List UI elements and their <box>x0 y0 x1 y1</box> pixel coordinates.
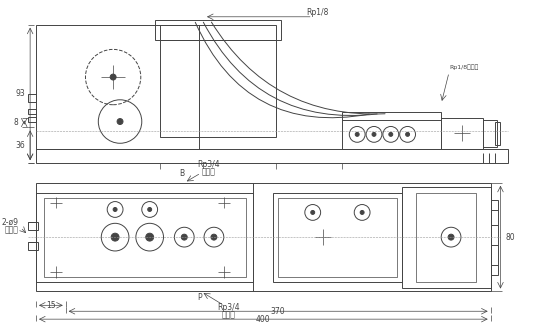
Circle shape <box>110 74 116 80</box>
Bar <box>416 193 476 282</box>
Bar <box>495 121 501 145</box>
Circle shape <box>389 132 393 136</box>
Circle shape <box>117 118 123 124</box>
Text: 15: 15 <box>46 301 56 310</box>
Text: 进油口: 进油口 <box>222 311 235 320</box>
Text: 2-ø9: 2-ø9 <box>1 218 18 227</box>
Circle shape <box>181 234 187 240</box>
Bar <box>491 200 498 275</box>
Bar <box>273 193 402 282</box>
Bar <box>36 25 199 149</box>
Bar <box>28 242 38 250</box>
Text: 出油口: 出油口 <box>202 167 216 176</box>
Text: B: B <box>180 169 185 178</box>
Text: 80: 80 <box>505 233 515 242</box>
Circle shape <box>148 208 152 212</box>
Circle shape <box>406 132 409 136</box>
Circle shape <box>113 208 117 212</box>
Bar <box>342 112 441 149</box>
Circle shape <box>111 233 119 241</box>
Text: 36: 36 <box>15 141 25 150</box>
Bar <box>36 149 508 163</box>
Circle shape <box>310 211 315 214</box>
Circle shape <box>372 132 376 136</box>
Bar <box>160 25 276 137</box>
Text: Rp3/4: Rp3/4 <box>198 160 220 168</box>
Text: 400: 400 <box>256 315 271 324</box>
Text: P: P <box>197 293 201 302</box>
Text: Rp1/8通气口: Rp1/8通气口 <box>449 65 478 70</box>
Bar <box>28 117 36 121</box>
Bar <box>36 183 491 292</box>
Bar <box>441 118 483 149</box>
Bar <box>278 198 397 277</box>
Text: 370: 370 <box>271 307 286 316</box>
Circle shape <box>146 233 154 241</box>
Text: Rp1/8: Rp1/8 <box>307 8 329 17</box>
Bar <box>28 222 38 230</box>
Bar <box>402 187 491 288</box>
Circle shape <box>355 132 359 136</box>
Bar <box>36 193 253 282</box>
Bar <box>28 94 36 102</box>
Bar <box>483 119 496 147</box>
Bar <box>28 109 36 114</box>
Bar <box>154 20 281 39</box>
Circle shape <box>360 211 364 214</box>
Text: 93: 93 <box>15 89 25 98</box>
Circle shape <box>448 234 454 240</box>
Circle shape <box>211 234 217 240</box>
Text: 安装孔: 安装孔 <box>4 226 18 235</box>
Text: Rp3/4: Rp3/4 <box>218 303 240 312</box>
Text: 8: 8 <box>14 118 19 127</box>
Bar <box>44 198 246 277</box>
